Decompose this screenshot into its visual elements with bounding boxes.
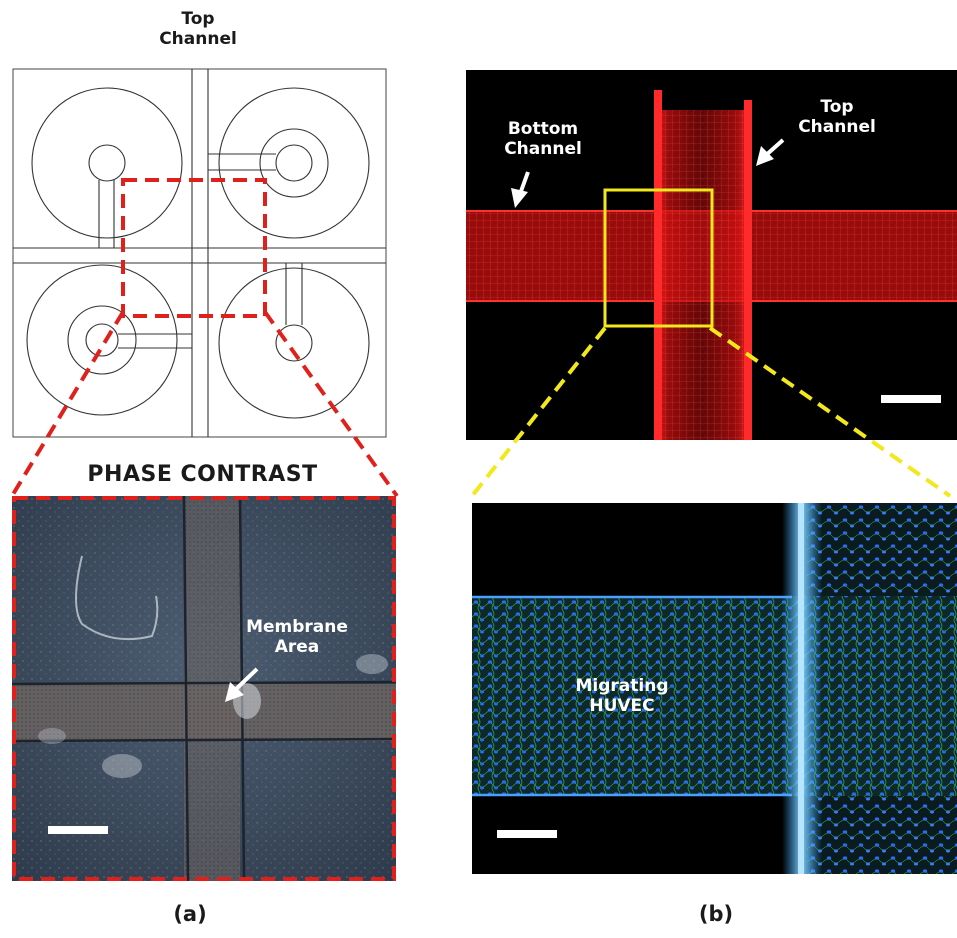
bottom-channel-line2: Channel — [504, 138, 582, 159]
callout-lines-b — [470, 326, 952, 498]
top-channel-label-b: Top Channel — [782, 97, 892, 137]
red-fluorescence-image: Bottom Channel Top Channel — [466, 70, 957, 440]
migrating-cells-region — [472, 596, 957, 796]
membrane-arrow-icon — [225, 667, 259, 702]
scale-bar-a — [48, 826, 108, 834]
bottom-channel-label: Bottom Channel — [488, 119, 598, 159]
top-channel-label-line2: Channel — [159, 28, 237, 49]
callout-lines-a — [10, 310, 399, 498]
bottom-channel-arrow-icon — [511, 171, 530, 208]
membrane-area-label: Membrane Area — [237, 617, 357, 657]
scale-bar-b-bottom — [497, 830, 557, 838]
well-bottom-right — [218, 267, 370, 419]
membrane-label-line1: Membrane — [246, 617, 348, 637]
caption-a: (a) — [173, 902, 207, 926]
bottom-channel-line1: Bottom — [507, 119, 579, 139]
top-channel-arrow-icon — [756, 138, 785, 166]
yellow-zoom-box — [603, 188, 714, 328]
migrating-line2: HUVEC — [589, 695, 655, 716]
top-channel-label: Top Channel — [148, 9, 248, 49]
membrane-label-line2: Area — [274, 636, 320, 657]
phase-contrast-image: Membrane Area — [12, 496, 396, 881]
top-channel-line2-b: Channel — [798, 116, 876, 137]
zoom-region-dashed-box — [121, 178, 267, 318]
phase-contrast-title: PHASE CONTRAST — [87, 462, 318, 487]
well-top-left — [31, 87, 183, 239]
migrating-line1: Migrating — [575, 676, 669, 696]
well-top-right — [218, 87, 370, 239]
caption-b: (b) — [698, 902, 734, 926]
scale-bar-b-top — [881, 395, 941, 403]
top-channel-line1-b: Top — [820, 97, 854, 117]
top-channel-label-line1: Top — [181, 9, 215, 29]
migrating-huvec-label: Migrating HUVEC — [552, 676, 692, 716]
device-schematic — [12, 68, 387, 438]
huvec-fluorescence-image: Migrating HUVEC — [472, 503, 957, 874]
well-bottom-left — [26, 264, 178, 416]
